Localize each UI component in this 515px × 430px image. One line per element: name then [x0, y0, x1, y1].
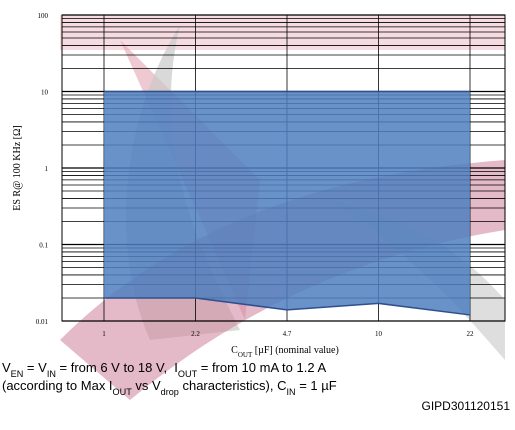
note-line-part: (according to Max I: [2, 378, 113, 393]
note-line-part: = from 10 mA to 1.2 A: [197, 360, 326, 375]
note-line-part: IN: [287, 387, 296, 397]
lower-edge: [104, 297, 471, 316]
x-tick-label: 22: [467, 330, 475, 338]
note-line-part: OUT: [113, 387, 133, 397]
y-tick-label: 0.01: [36, 318, 49, 326]
x-tick-label: 2.2: [191, 330, 200, 338]
note-line-part: OUT: [178, 369, 198, 379]
x-tick-label: 4.7: [283, 330, 292, 338]
note-line-part: V: [2, 360, 11, 375]
note-line-part: drop: [161, 387, 179, 397]
y-tick-label: 100: [38, 12, 49, 20]
note-line-part: EN: [11, 369, 24, 379]
note-line-part: characteristics), C: [179, 378, 287, 393]
note-line-part: vs V: [132, 378, 161, 393]
y-axis-label: ES R@ 100 KHz [Ω]: [12, 125, 23, 211]
range-area: [104, 91, 470, 315]
note-line: VEN = VIN = from 6 V to 18 V, IOUT = fro…: [2, 360, 326, 379]
x-axis-label-part: C: [231, 345, 238, 356]
note-line-part: = 1 µF: [296, 378, 337, 393]
x-tick-label: 1: [102, 330, 106, 338]
note-line-part: IN: [47, 369, 56, 379]
note-line: (according to Max IOUT vs Vdrop characte…: [2, 378, 337, 397]
y-tick-label: 1: [45, 165, 49, 173]
x-axis-label-part: OUT: [238, 351, 253, 359]
note-line-part: = from 6 V to 18 V, I: [56, 360, 178, 375]
y-tick-label: 10: [41, 89, 49, 97]
figure-code: GIPD301120151: [421, 399, 510, 413]
y-tick-label: 0.1: [39, 242, 48, 250]
x-axis-label: COUT [µF] (nominal value): [231, 345, 339, 359]
x-tick-label: 10: [375, 330, 383, 338]
x-axis-label-part: [µF] (nominal value): [252, 345, 339, 356]
note-line-part: = V: [23, 360, 47, 375]
